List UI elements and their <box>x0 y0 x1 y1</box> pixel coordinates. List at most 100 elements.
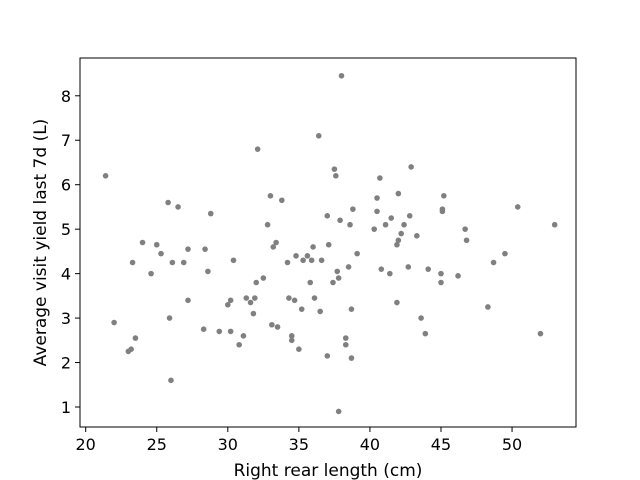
data-point <box>279 197 285 204</box>
data-point <box>324 353 331 359</box>
x-tick-label: 50 <box>502 435 522 454</box>
data-point <box>202 246 208 252</box>
data-point <box>485 304 491 310</box>
data-point <box>331 166 338 172</box>
data-point <box>408 164 414 170</box>
data-point <box>311 295 318 301</box>
data-point <box>185 246 191 252</box>
data-point <box>227 297 234 304</box>
data-point <box>267 193 274 199</box>
data-point <box>414 233 420 239</box>
data-point <box>128 346 134 352</box>
data-point <box>240 333 247 339</box>
data-point <box>169 259 176 266</box>
data-point <box>333 173 339 179</box>
data-point <box>227 328 234 335</box>
data-point <box>270 244 277 250</box>
data-point <box>148 270 154 277</box>
data-point <box>168 377 174 384</box>
data-point <box>260 275 267 281</box>
data-point <box>165 199 171 206</box>
y-axis-ticks: 1 2 3 4 5 6 7 8 <box>61 87 80 417</box>
y-axis-label: Average visit yield last 7d (L) <box>31 119 51 367</box>
data-point <box>132 335 139 341</box>
data-point <box>347 221 353 228</box>
y-tick-label: 5 <box>61 220 71 239</box>
data-point <box>291 297 298 304</box>
data-point <box>463 237 470 244</box>
data-point <box>288 337 295 344</box>
data-point <box>502 250 508 257</box>
x-tick-label: 25 <box>147 435 167 454</box>
data-point <box>334 268 341 275</box>
y-tick-label: 6 <box>61 176 71 195</box>
data-point <box>153 241 160 248</box>
data-point <box>166 315 173 321</box>
data-point <box>394 299 400 306</box>
data-point <box>325 241 332 248</box>
data-point <box>264 221 271 228</box>
data-point <box>102 173 109 179</box>
x-axis-label: Right rear length (cm) <box>234 461 423 480</box>
data-point <box>406 213 413 219</box>
x-axis-ticks: 20 25 30 35 40 45 50 <box>76 427 522 454</box>
data-points <box>102 72 558 415</box>
data-point <box>377 175 383 181</box>
data-point <box>318 257 325 264</box>
data-point <box>111 319 117 326</box>
data-point <box>273 239 279 246</box>
data-point <box>439 208 446 215</box>
y-tick-label: 1 <box>61 398 71 417</box>
data-point <box>382 221 389 228</box>
data-point <box>296 346 302 352</box>
data-point <box>387 270 393 277</box>
y-tick-label: 8 <box>61 87 71 106</box>
data-point <box>243 295 250 301</box>
data-point <box>236 341 242 348</box>
data-point <box>324 213 331 219</box>
data-point <box>225 301 231 308</box>
data-point <box>438 279 444 286</box>
data-point <box>371 226 377 232</box>
data-point <box>139 239 146 246</box>
data-point <box>180 259 187 266</box>
x-tick-label: 45 <box>431 435 451 454</box>
data-point <box>230 257 237 264</box>
data-point <box>284 259 291 266</box>
y-tick-label: 3 <box>61 309 71 328</box>
data-point <box>398 230 404 237</box>
data-point <box>185 297 191 304</box>
data-point <box>330 279 336 286</box>
data-point <box>269 321 275 328</box>
data-point <box>175 204 181 210</box>
data-point <box>405 264 412 270</box>
y-tick-label: 7 <box>61 131 71 150</box>
x-tick-label: 40 <box>360 435 380 454</box>
data-point <box>441 193 447 199</box>
data-point <box>378 266 385 272</box>
data-point <box>354 250 360 257</box>
data-point <box>337 217 343 224</box>
x-tick-label: 20 <box>76 435 96 454</box>
data-point <box>310 244 316 250</box>
data-point <box>304 253 311 259</box>
plot-area <box>79 57 577 428</box>
data-point <box>274 324 281 330</box>
data-point <box>438 270 444 277</box>
data-point <box>254 146 261 152</box>
data-point <box>551 221 558 228</box>
data-point <box>129 259 136 266</box>
y-tick-label: 2 <box>61 354 71 373</box>
data-point <box>348 355 355 361</box>
data-point <box>395 237 402 244</box>
data-point <box>317 308 323 315</box>
y-tick-label: 4 <box>61 265 71 284</box>
data-point <box>514 204 521 210</box>
data-point <box>394 241 400 248</box>
data-point <box>335 408 342 415</box>
data-point <box>158 250 164 257</box>
data-point <box>308 257 315 264</box>
data-point <box>250 310 257 317</box>
